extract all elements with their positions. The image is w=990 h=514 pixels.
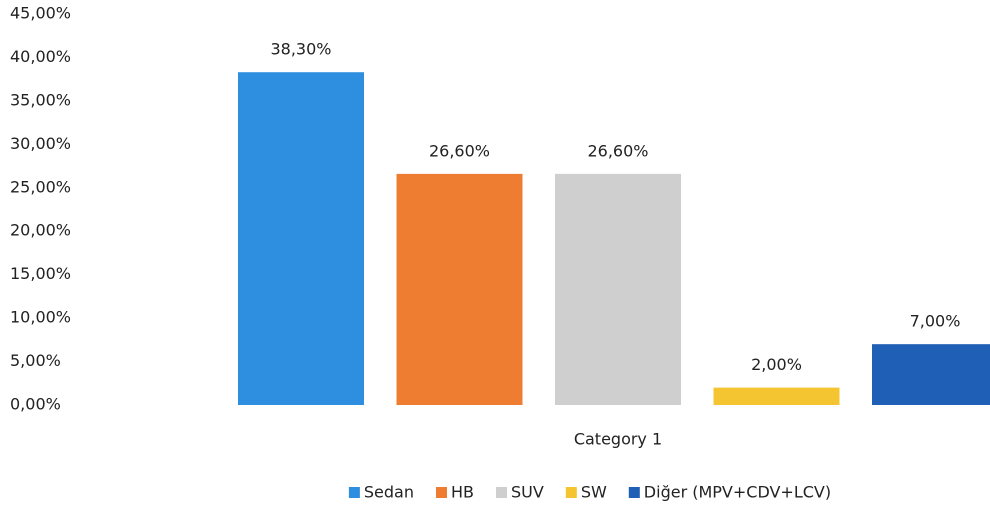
legend-label: HB: [451, 483, 474, 502]
y-tick-label: 35,00%: [10, 90, 71, 109]
y-tick-label: 30,00%: [10, 134, 71, 153]
value-label: 26,60%: [429, 141, 490, 160]
value-label: 7,00%: [910, 312, 961, 331]
y-tick-label: 15,00%: [10, 264, 71, 283]
value-label: 38,30%: [270, 40, 331, 59]
bar: [238, 72, 364, 406]
y-tick-label: 45,00%: [10, 4, 71, 23]
y-tick-label: 0,00%: [10, 395, 61, 414]
y-tick-label: 10,00%: [10, 308, 71, 327]
bar: [872, 344, 990, 405]
value-label: 2,00%: [751, 355, 802, 374]
legend-swatch: [496, 487, 508, 498]
legend-label: SUV: [511, 483, 544, 502]
x-tick-label: Category 1: [574, 430, 662, 449]
y-tick-label: 5,00%: [10, 351, 61, 370]
value-label: 26,60%: [587, 141, 648, 160]
legend-swatch: [565, 487, 577, 498]
bar: [713, 387, 840, 405]
bar: [555, 173, 681, 405]
legend-swatch: [348, 487, 360, 498]
y-tick-label: 40,00%: [10, 47, 71, 66]
bar: [396, 173, 523, 405]
legend-label: Sedan: [364, 483, 414, 502]
legend-label: Diğer (MPV+CDV+LCV): [644, 483, 831, 502]
legend-swatch: [435, 487, 447, 498]
legend-swatch: [628, 487, 640, 498]
y-tick-label: 25,00%: [10, 177, 71, 196]
legend-label: SW: [581, 483, 607, 502]
y-tick-label: 20,00%: [10, 221, 71, 240]
